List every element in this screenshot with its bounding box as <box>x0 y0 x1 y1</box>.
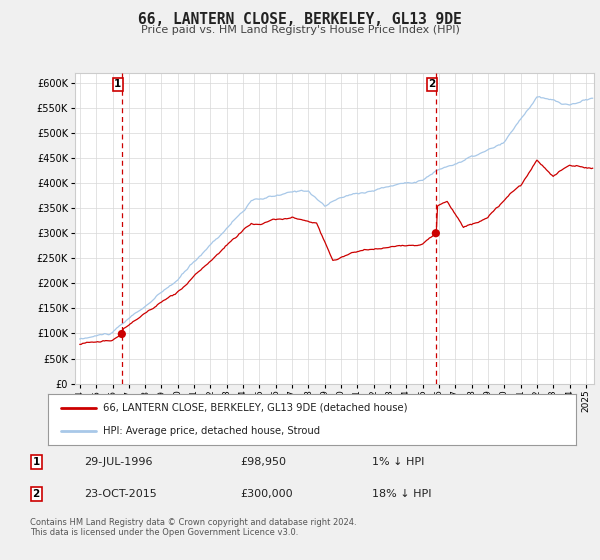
Text: This data is licensed under the Open Government Licence v3.0.: This data is licensed under the Open Gov… <box>30 528 298 537</box>
Text: 1: 1 <box>32 457 40 467</box>
Point <box>431 228 440 237</box>
Text: 1% ↓ HPI: 1% ↓ HPI <box>372 457 424 467</box>
Text: £98,950: £98,950 <box>240 457 286 467</box>
Text: 18% ↓ HPI: 18% ↓ HPI <box>372 489 431 500</box>
Text: 66, LANTERN CLOSE, BERKELEY, GL13 9DE: 66, LANTERN CLOSE, BERKELEY, GL13 9DE <box>138 12 462 27</box>
Point <box>117 329 127 338</box>
Text: 29-JUL-1996: 29-JUL-1996 <box>84 457 152 467</box>
Text: 1: 1 <box>114 80 121 90</box>
Text: HPI: Average price, detached house, Stroud: HPI: Average price, detached house, Stro… <box>103 426 320 436</box>
Text: £300,000: £300,000 <box>240 489 293 500</box>
Text: 2: 2 <box>32 489 40 500</box>
Text: Price paid vs. HM Land Registry's House Price Index (HPI): Price paid vs. HM Land Registry's House … <box>140 25 460 35</box>
Text: 23-OCT-2015: 23-OCT-2015 <box>84 489 157 500</box>
Text: 66, LANTERN CLOSE, BERKELEY, GL13 9DE (detached house): 66, LANTERN CLOSE, BERKELEY, GL13 9DE (d… <box>103 403 408 413</box>
Text: Contains HM Land Registry data © Crown copyright and database right 2024.: Contains HM Land Registry data © Crown c… <box>30 518 356 527</box>
Text: 2: 2 <box>428 80 436 90</box>
